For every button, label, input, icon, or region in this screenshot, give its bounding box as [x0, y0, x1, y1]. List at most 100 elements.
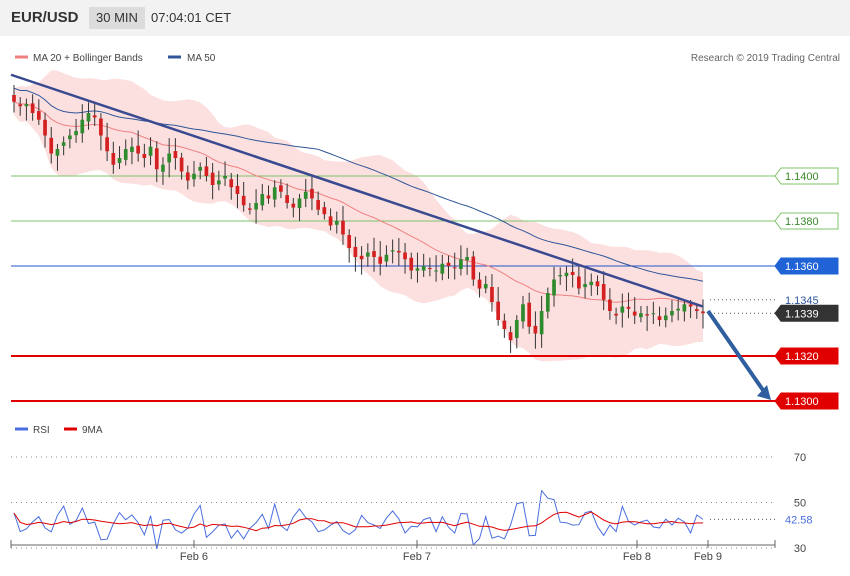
candle [545, 287, 550, 319]
candle [192, 160, 196, 187]
candle [620, 293, 625, 328]
candle-body [192, 173, 196, 180]
candle [179, 152, 184, 180]
candle [539, 295, 544, 348]
candle [68, 128, 72, 149]
rsi-last-value: 42.58 [785, 514, 813, 526]
candle [521, 295, 525, 329]
candle [434, 255, 438, 282]
candle-body [459, 259, 463, 269]
candle [18, 97, 23, 116]
candle [645, 305, 649, 331]
candle [185, 165, 190, 190]
candle [80, 104, 85, 143]
candle [105, 122, 109, 162]
price-tag-1.1300: 1.1300 [774, 392, 839, 410]
candle [266, 185, 271, 204]
candle-body [43, 119, 47, 136]
candle [670, 300, 674, 323]
price-tag-1.1400: 1.1400 [774, 167, 839, 185]
candle [334, 211, 339, 234]
candle-body [55, 149, 60, 156]
candle-body [136, 145, 140, 154]
candle-body [36, 111, 41, 120]
price-tag-label: 1.1300 [785, 396, 819, 408]
candle [248, 202, 252, 215]
candle-body [285, 195, 289, 203]
candle [378, 241, 383, 276]
candle-body [632, 311, 637, 316]
candle [372, 237, 376, 272]
candle [676, 296, 681, 321]
rsi-line [13, 489, 704, 550]
candle [12, 84, 16, 113]
candle-body [99, 118, 103, 136]
candle [99, 113, 103, 151]
candle [701, 299, 705, 329]
candle [657, 306, 662, 327]
candle [86, 102, 91, 130]
price-chart: MA 20 + Bollinger Bands MA 50 Research ©… [10, 53, 840, 563]
candle [322, 201, 327, 220]
candle-body [620, 306, 625, 313]
candle-body [266, 195, 271, 199]
candle-body [521, 304, 525, 322]
rsi-legend-label: RSI [33, 425, 50, 436]
candle [341, 206, 345, 245]
candle-body [403, 252, 407, 260]
price-tag-label: 1.1360 [785, 261, 819, 273]
candle [465, 247, 469, 275]
candle [415, 252, 420, 283]
candle-body [279, 185, 283, 192]
candle [241, 181, 246, 212]
candle [49, 127, 54, 164]
candle-body [204, 166, 209, 176]
ma50-line [13, 87, 704, 282]
candle [384, 245, 389, 267]
candle-body [657, 316, 662, 320]
price-tag-label: 1.1339 [785, 308, 819, 320]
candle [173, 138, 178, 170]
candle-body [608, 299, 612, 311]
time-axis: Feb 6 Feb 7 Feb 8 Feb 9 [10, 540, 776, 563]
candle [471, 251, 476, 286]
candle-body [409, 257, 414, 271]
candle-body [272, 187, 277, 200]
candle-body [670, 311, 674, 316]
candle-body [514, 320, 519, 338]
candle-body [471, 256, 476, 280]
candle-body [421, 266, 426, 271]
candle [626, 292, 631, 319]
time-tick-label: Feb 7 [403, 551, 431, 563]
candle-body [477, 279, 482, 289]
candle [216, 170, 221, 191]
candle-body [384, 254, 389, 262]
candle [490, 274, 494, 312]
candle-body [12, 95, 16, 102]
candle-body [496, 301, 501, 320]
candle-body [248, 208, 252, 210]
candle [595, 275, 600, 296]
candle-body [74, 131, 78, 136]
candle-body [694, 309, 699, 311]
trendline [10, 73, 704, 308]
candle [583, 268, 587, 299]
candle-body [105, 137, 109, 152]
price-tag-box [774, 392, 839, 410]
candle-body [651, 313, 656, 315]
ma50-legend-label: MA 50 [187, 53, 216, 64]
candle [502, 313, 507, 338]
candle-body [583, 284, 587, 288]
price-tag-label: 1.1400 [785, 171, 819, 183]
candle [577, 265, 581, 295]
candle-body [185, 172, 190, 181]
candle [204, 156, 209, 182]
candle-body [142, 153, 147, 158]
candle-body [130, 146, 134, 153]
timeframe-button[interactable]: 30 MIN [89, 7, 145, 29]
candle-body [161, 164, 165, 172]
candle-body [452, 267, 457, 269]
candle-body [558, 275, 563, 277]
candle-body [688, 304, 693, 307]
price-tag-box [774, 257, 839, 275]
